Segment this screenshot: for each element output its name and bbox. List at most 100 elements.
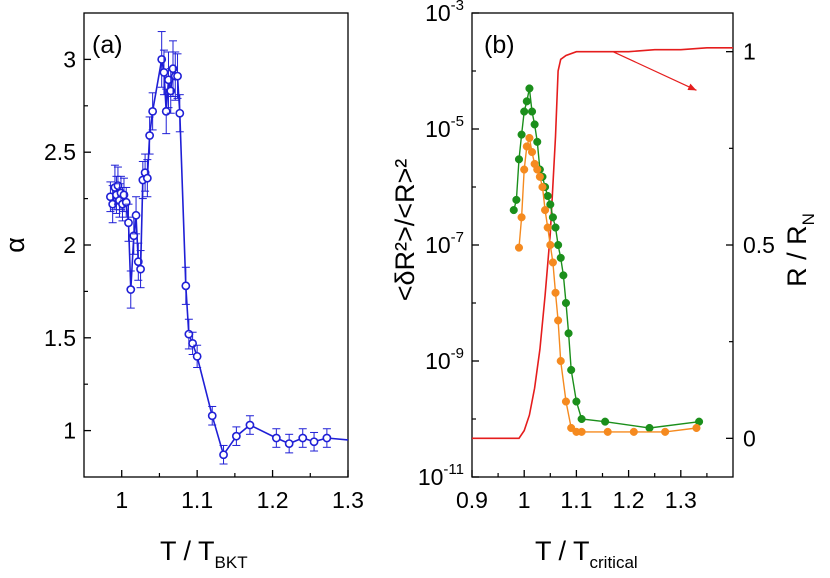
panel-b-green-data-point	[543, 191, 552, 201]
panel-b-orange-data-point	[520, 165, 529, 174]
panel-a-data-point	[184, 329, 194, 339]
panel-a-data-point	[173, 71, 182, 81]
panel-b-resistance-line	[472, 46, 733, 440]
panel-b-orange-data-point	[692, 423, 701, 433]
panel-b-green-data-point	[512, 195, 521, 204]
panel-b-x-axis-label-sub: critical	[590, 553, 638, 572]
panel-b-green-data-point	[561, 298, 571, 308]
panel-b-orange-data-point	[577, 427, 586, 436]
panel-a-data-point	[322, 433, 332, 443]
panel-b: (b) 0.9 1 1.1 1.2 1.310-1110-910-710-510-300…	[390, 0, 818, 572]
panel-a-data-point	[245, 420, 255, 430]
panel-b-left-y-tick-label: 10-5	[425, 113, 464, 142]
panel-b-right-y-axis-label: R / RN	[782, 213, 818, 287]
panel-b-orange-data-point	[533, 165, 542, 174]
panel-a-x-axis-label-sub: BKT	[215, 553, 248, 572]
panel-a-data-point	[145, 131, 155, 140]
panel-b-green-data-point	[525, 84, 534, 93]
panel-b-green-data-point	[645, 423, 654, 433]
panel-a-frame	[83, 12, 349, 478]
panel-a-y-tick-label: 2.5	[44, 139, 76, 165]
panel-b-orange-data-point	[517, 213, 526, 222]
panel-b-x-tick-label: 1.3	[665, 487, 697, 513]
panel-a-data-point	[207, 411, 217, 421]
panel-b-frame	[471, 12, 734, 478]
panel-b-orange-data-point	[514, 243, 524, 252]
panel-a-y-tick-label: 3	[63, 46, 76, 72]
panel-a: (a) 1 1.1 1.2 1.3 1 1.5 2 2.5 3 T / TBKT α	[0, 12, 364, 572]
panel-b-green-data-point	[551, 223, 560, 232]
panel-b-green-data-point	[522, 97, 531, 106]
panel-a-x-axis-label: T / TBKT	[160, 536, 248, 572]
panel-b-left-y-tick-label: 10-9	[425, 345, 464, 374]
panel-a-data-point	[142, 173, 152, 183]
panel-b-orange-data-point	[522, 142, 531, 151]
panel-b-green-data-point	[533, 137, 542, 146]
panel-b-left-y-tick-label: 10-7	[425, 229, 464, 258]
panel-b-orange-data-point	[538, 182, 547, 192]
panel-a-data-point	[175, 108, 185, 118]
panel-a-label: (a)	[92, 31, 123, 59]
panel-b-green-data-point	[554, 240, 563, 250]
panel-b-label: (b)	[484, 31, 515, 59]
panel-a-data-point	[284, 439, 294, 448]
panel-a-data-point	[159, 67, 169, 77]
panel-b-x-tick-label: 1.2	[613, 487, 645, 513]
panel-b-right-y-axis-label-sub: N	[799, 213, 818, 225]
panel-b-orange-data-point	[535, 172, 544, 181]
panel-b-green-data-point	[517, 130, 526, 139]
panel-a-y-tick-label: 2	[63, 232, 76, 258]
panel-a-y-tick-label: 1	[63, 418, 76, 444]
panel-b-green-data-point	[559, 271, 568, 280]
panel-b-green-series-line	[513, 88, 700, 429]
panel-b-green-data-point	[601, 417, 610, 426]
panel-a-x-axis-label-main: T / T	[160, 536, 215, 566]
panel-b-orange-data-point	[541, 206, 550, 215]
panel-b-green-data-point	[572, 397, 581, 406]
panel-b-orange-data-point	[548, 258, 557, 267]
panel-b-data	[472, 46, 733, 440]
panel-b-orange-data-point	[546, 240, 555, 250]
panel-b-green-data-point	[530, 120, 539, 129]
panel-a-data-point	[231, 431, 241, 441]
panel-a-data-point	[148, 106, 158, 116]
panel-a-axes: 1 1.1 1.2 1.3 1 1.5 2 2.5 3	[44, 12, 364, 513]
panel-b-green-data-point	[520, 107, 529, 116]
panel-b-orange-data-point	[661, 427, 670, 436]
panel-b-orange-data-point	[527, 148, 537, 157]
panel-b-orange-data-point	[603, 427, 612, 436]
panel-b-arrow-head	[687, 83, 697, 91]
panel-b-orange-data-point	[525, 133, 534, 143]
panel-a-x-tick-label: 1.3	[332, 487, 364, 513]
panel-b-axes: 0.9 1 1.1 1.2 1.3 10-11 10-9 10-7 10-5 10-3 0 0.5 1	[418, 0, 775, 513]
panel-b-green-data-point	[548, 213, 557, 222]
panel-a-y-tick-label: 1.5	[44, 325, 76, 351]
panel-a-data-point	[126, 285, 136, 294]
panel-b-green-data-point	[564, 329, 573, 338]
panel-a-data-point	[298, 433, 308, 443]
panel-a-x-tick-label: 1.1	[181, 487, 213, 513]
panel-b-green-data-point	[514, 155, 524, 164]
panel-b-green-data-point	[509, 206, 518, 215]
panel-a-data-point	[188, 338, 198, 348]
panel-b-right-y-axis-label-main: R / R	[782, 225, 812, 287]
panel-b-right-y-tick-label: 0	[743, 425, 756, 451]
panel-a-y-axis-label: α	[0, 237, 30, 253]
panel-a-x-tick-label: 1.2	[257, 487, 289, 513]
panel-b-arrow-shaft	[612, 51, 697, 91]
panel-a-data-point	[271, 433, 281, 443]
panel-b-orange-data-point	[561, 397, 571, 406]
panel-b-orange-data-point	[556, 356, 565, 366]
panel-a-data-point	[309, 437, 319, 447]
panel-a-x-tick-label: 1	[115, 487, 128, 513]
panel-b-green-data-point	[567, 365, 576, 375]
panel-b-x-tick-label: 0.9	[456, 487, 488, 513]
panel-b-left-y-tick-label: 10-11	[418, 461, 464, 490]
panel-b-right-y-tick-label: 0.5	[743, 232, 775, 258]
panel-a-data-point	[131, 210, 141, 220]
panel-a-data-point	[192, 351, 202, 361]
panel-a-data-point	[124, 218, 133, 228]
panel-b-orange-data-point	[629, 427, 638, 436]
panel-b-orange-data-point	[551, 288, 560, 297]
